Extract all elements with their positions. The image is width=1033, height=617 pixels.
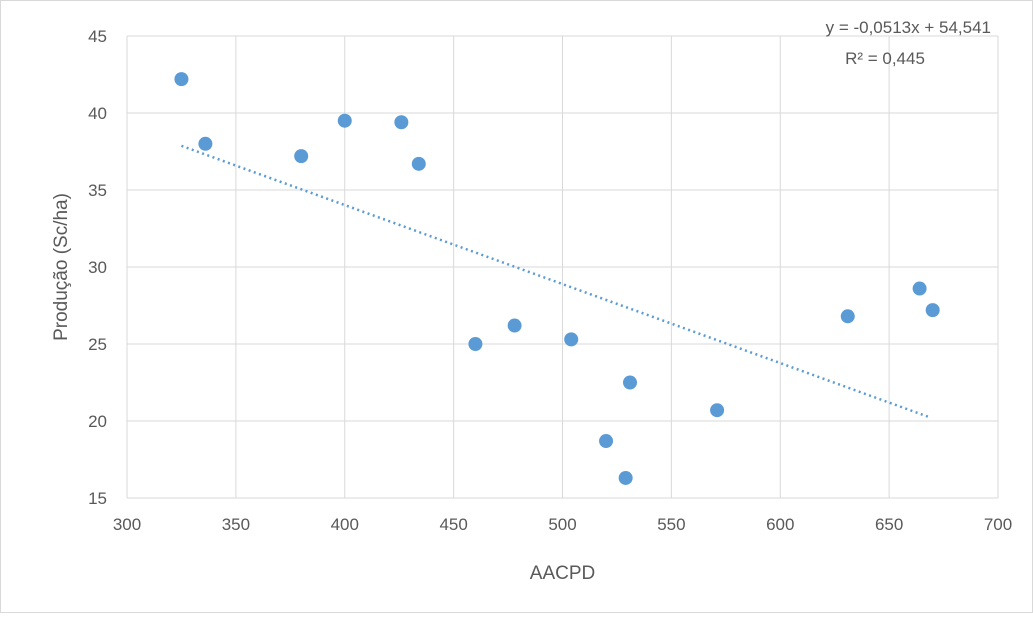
data-point <box>599 434 614 449</box>
x-tick-label: 600 <box>766 515 794 534</box>
data-point <box>174 72 189 87</box>
x-axis-title: AACPD <box>530 563 595 584</box>
data-point <box>294 149 309 164</box>
data-point <box>912 281 927 296</box>
y-tick-label: 30 <box>88 258 107 277</box>
data-point <box>507 318 522 333</box>
data-point <box>925 303 940 318</box>
data-point <box>623 375 638 390</box>
data-point <box>394 115 409 130</box>
data-point <box>564 332 579 347</box>
gridlines <box>126 35 999 499</box>
data-point <box>840 309 855 324</box>
x-tick-label: 400 <box>331 515 359 534</box>
trendline <box>181 144 931 419</box>
x-tick-label: 350 <box>222 515 250 534</box>
data-point <box>618 470 633 485</box>
y-tick-label: 40 <box>88 104 107 123</box>
y-tick-label: 20 <box>88 412 107 431</box>
x-tick-label: 700 <box>984 515 1012 534</box>
x-tick-label: 500 <box>548 515 576 534</box>
y-tick-label: 35 <box>88 181 107 200</box>
x-tick-label: 450 <box>439 515 467 534</box>
data-point <box>710 403 725 418</box>
data-point <box>337 113 352 128</box>
x-tick-label: 650 <box>875 515 903 534</box>
data-points <box>174 72 940 485</box>
y-axis-title: Produção (Sc/ha) <box>51 193 72 341</box>
trendline-group <box>181 144 931 419</box>
x-tick-label: 300 <box>113 515 141 534</box>
data-point <box>198 136 213 151</box>
y-tick-label: 25 <box>88 335 107 354</box>
data-point <box>411 156 426 171</box>
data-point <box>468 337 483 351</box>
y-tick-label: 45 <box>88 27 107 46</box>
trendline-r2: R² = 0,445 <box>845 49 925 68</box>
axes: 300 350 400 450 500 550 600 650 700 15 20 25 30 35 40 4… <box>88 27 1012 534</box>
trendline-equation: y = -0,0513x + 54,541 <box>826 18 991 37</box>
y-tick-label: 15 <box>88 489 107 508</box>
x-tick-label: 550 <box>657 515 685 534</box>
